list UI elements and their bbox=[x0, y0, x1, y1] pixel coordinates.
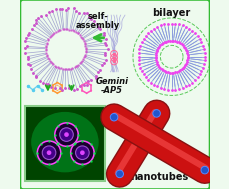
Circle shape bbox=[115, 170, 123, 178]
Circle shape bbox=[70, 141, 94, 164]
FancyBboxPatch shape bbox=[19, 0, 210, 189]
Circle shape bbox=[55, 123, 78, 146]
Ellipse shape bbox=[31, 112, 98, 172]
Text: bilayer: bilayer bbox=[152, 8, 190, 18]
Bar bbox=[25, 106, 104, 181]
Circle shape bbox=[152, 110, 160, 117]
Circle shape bbox=[110, 113, 117, 121]
Circle shape bbox=[75, 146, 89, 160]
Circle shape bbox=[46, 150, 51, 155]
Text: self-
assembly: self- assembly bbox=[75, 12, 119, 30]
Text: Gemini
-AP5: Gemini -AP5 bbox=[95, 77, 128, 95]
Circle shape bbox=[64, 132, 68, 137]
Text: nanotubes: nanotubes bbox=[130, 172, 188, 182]
Circle shape bbox=[42, 146, 56, 160]
Circle shape bbox=[37, 141, 60, 164]
Circle shape bbox=[200, 166, 208, 174]
Circle shape bbox=[60, 128, 73, 141]
Circle shape bbox=[80, 150, 84, 155]
